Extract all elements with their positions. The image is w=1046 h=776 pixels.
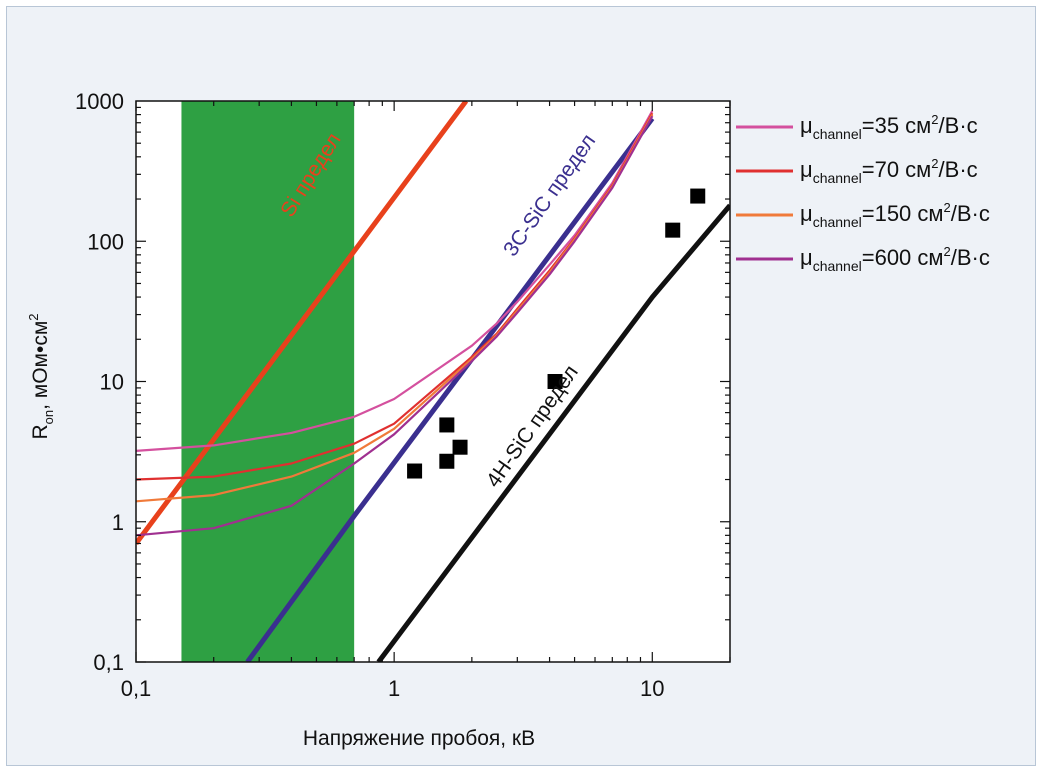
x-tick-label-1: 1 <box>388 676 400 701</box>
legend-label-3: μchannel=600 см2/В·с <box>800 244 990 274</box>
data-point-2 <box>439 417 455 433</box>
data-point-0 <box>407 463 423 479</box>
y-tick-label-2: 10 <box>100 370 124 395</box>
limit-line-2 <box>376 203 730 662</box>
legend-label-0: μchannel=35 см2/В·с <box>800 112 978 142</box>
series-line-0 <box>136 110 654 452</box>
x-tick-label-2: 10 <box>640 676 664 701</box>
legend-label-2: μchannel=150 см2/В·с <box>800 200 990 230</box>
series-line-3 <box>136 115 654 537</box>
legend: μchannel=35 см2/В·с μchannel=70 см2/В·с μc… <box>736 112 990 274</box>
y-tick-label-4: 1000 <box>75 89 124 114</box>
data-point-5 <box>665 222 681 238</box>
data-point-1 <box>439 453 455 469</box>
data-point-6 <box>690 188 706 204</box>
plot-content <box>136 101 730 662</box>
axes: 0,1 1 10 0,1 1 10 100 1000 Напряжение пробоя, кВ… <box>26 89 731 750</box>
limit-line-1 <box>245 116 655 662</box>
y-tick-label-1: 1 <box>112 510 124 535</box>
y-tick-label-3: 100 <box>87 229 124 254</box>
data-point-3 <box>452 439 468 455</box>
shaded-region <box>181 101 355 662</box>
data-point-4 <box>547 374 563 389</box>
x-axis-title: Напряжение пробоя, кВ <box>303 727 535 750</box>
x-tick-label-0: 0,1 <box>121 676 152 701</box>
y-tick-label-0: 0,1 <box>93 650 124 675</box>
y-axis-title: Ron, мОм•см2 <box>26 313 56 439</box>
legend-label-1: μchannel=70 см2/В·с <box>800 156 978 186</box>
